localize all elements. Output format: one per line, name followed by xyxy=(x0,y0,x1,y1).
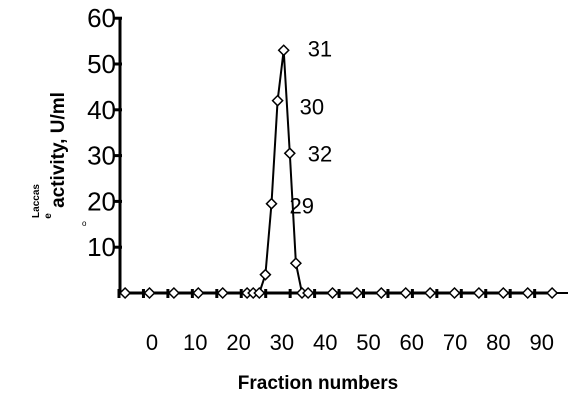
x-tick-label: 60 xyxy=(400,330,424,355)
data-point-marker xyxy=(546,286,559,300)
series-line xyxy=(125,50,568,294)
data-point-marker xyxy=(424,286,437,300)
data-point-marker xyxy=(167,286,180,300)
point-annotation-label: 31 xyxy=(308,36,332,61)
data-point-marker xyxy=(289,257,302,270)
y-axis-title: activity, U/ml xyxy=(48,92,69,208)
data-point-marker xyxy=(271,94,284,107)
x-axis-title: Fraction numbers xyxy=(238,373,398,394)
y-axis-title-prefix: Laccas xyxy=(31,184,42,218)
data-point-marker xyxy=(399,286,412,300)
x-tick-label: 10 xyxy=(183,330,207,355)
data-point-marker xyxy=(277,44,290,57)
x-tick-label: 50 xyxy=(356,330,380,355)
x-tick-label: 90 xyxy=(529,330,553,355)
y-tick-label: 20 xyxy=(87,186,116,216)
point-annotation-label: 30 xyxy=(300,95,324,120)
data-point-marker xyxy=(192,286,205,300)
point-annotation-label: 29 xyxy=(290,194,314,219)
data-point-marker xyxy=(143,286,156,300)
data-point-marker xyxy=(253,286,266,300)
y-tick-label: 50 xyxy=(87,49,116,79)
y-tick-label: 10 xyxy=(87,232,116,262)
x-tick-label: 20 xyxy=(226,330,250,355)
x-tick-label: 40 xyxy=(313,330,337,355)
data-point-marker xyxy=(302,286,315,300)
x-tick-labels: 0 10 20 30 40 50 60 70 80 90 xyxy=(146,330,554,355)
y-axis-mark: o xyxy=(82,219,87,228)
data-point-marker xyxy=(283,147,296,160)
x-tick-label: 30 xyxy=(270,330,294,355)
data-point-marker xyxy=(326,286,339,300)
y-ticks: 10 20 30 40 50 60 xyxy=(87,3,122,262)
x-tick-label: 70 xyxy=(443,330,467,355)
y-axis-title-prefix-2: e xyxy=(43,213,54,219)
y-tick-label: 40 xyxy=(87,95,116,125)
data-point-marker xyxy=(375,286,388,300)
data-point-marker xyxy=(259,268,272,281)
y-tick-label: 30 xyxy=(87,141,116,171)
data-point-marker xyxy=(350,286,363,300)
point-annotation-label: 32 xyxy=(308,141,332,166)
data-point-marker xyxy=(216,286,229,300)
data-point-marker xyxy=(448,286,461,300)
data-point-marker xyxy=(119,286,132,300)
data-point-marker xyxy=(497,286,510,300)
data-point-marker xyxy=(472,286,485,300)
data-markers xyxy=(119,44,559,300)
data-point-marker xyxy=(521,286,534,300)
data-point-marker xyxy=(265,197,278,210)
point-annotations: 31 30 32 29 xyxy=(290,36,333,218)
x-tick-label: 0 xyxy=(146,330,158,355)
x-tick-label: 80 xyxy=(486,330,510,355)
y-tick-label: 60 xyxy=(87,3,116,33)
